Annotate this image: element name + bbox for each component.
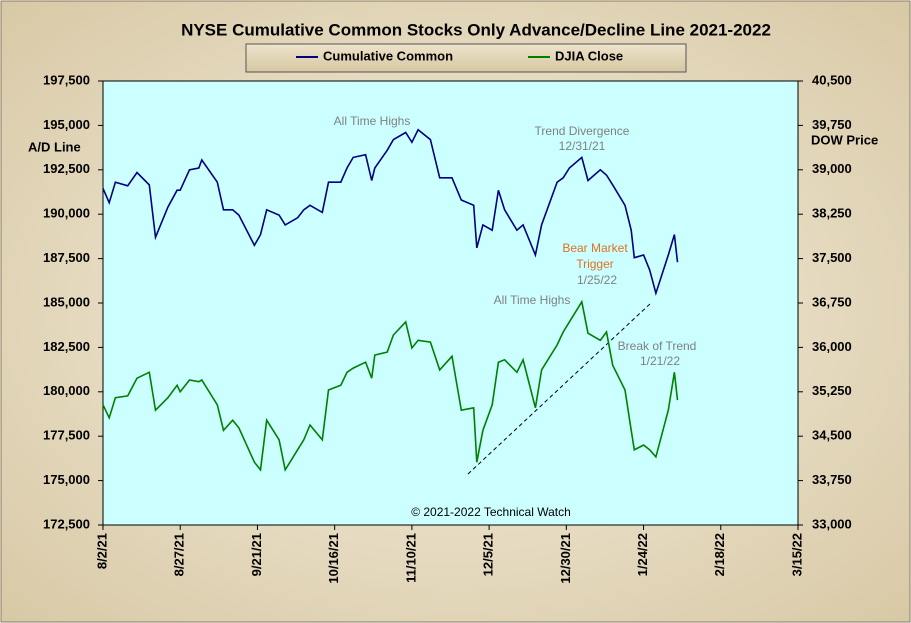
- y2-tick-label: 40,500: [812, 72, 852, 87]
- y2-tick-label: 33,000: [812, 516, 852, 531]
- y-tick-label: 172,500: [43, 516, 90, 531]
- x-tick-label: 8/2/21: [94, 533, 109, 569]
- y-tick-label: 197,500: [43, 72, 90, 87]
- y2-axis-label: DOW Price: [811, 132, 878, 147]
- x-tick-label: 12/30/21: [558, 533, 573, 584]
- y2-tick-label: 38,250: [812, 206, 852, 221]
- annotation: 12/31/21: [559, 139, 606, 153]
- y2-tick-label: 39,750: [812, 117, 852, 132]
- annotation: Bear Market: [562, 241, 628, 255]
- x-tick-label: 1/24/22: [635, 533, 650, 576]
- chart-title: NYSE Cumulative Common Stocks Only Advan…: [181, 20, 771, 39]
- copyright: © 2021-2022 Technical Watch: [411, 505, 571, 519]
- y-tick-label: 195,000: [43, 117, 90, 132]
- annotation: Trend Divergence: [535, 124, 630, 138]
- legend-label: DJIA Close: [555, 48, 623, 63]
- y2-tick-label: 33,750: [812, 472, 852, 487]
- y-axis-label: A/D Line: [28, 139, 81, 154]
- x-tick-label: 10/16/21: [326, 533, 341, 584]
- y-tick-label: 185,000: [43, 294, 90, 309]
- plot-area: [102, 80, 799, 526]
- y-tick-label: 182,500: [43, 339, 90, 354]
- annotation: 1/25/22: [577, 273, 617, 287]
- y-tick-label: 180,000: [43, 383, 90, 398]
- x-tick-label: 3/15/22: [789, 533, 804, 576]
- annotation: Break of Trend: [618, 339, 697, 353]
- legend-box: [245, 43, 687, 73]
- legend-label: Cumulative Common: [323, 48, 453, 63]
- y-tick-label: 175,000: [43, 472, 90, 487]
- annotation: All Time Highs: [494, 293, 571, 307]
- y-tick-label: 187,500: [43, 250, 90, 265]
- y2-tick-label: 36,000: [812, 339, 852, 354]
- series-line: [102, 299, 679, 473]
- y2-tick-label: 35,250: [812, 383, 852, 398]
- y2-tick-label: 36,750: [812, 294, 852, 309]
- annotation: All Time Highs: [334, 114, 411, 128]
- x-tick-label: 8/27/21: [172, 533, 187, 576]
- y2-tick-label: 39,000: [812, 161, 852, 176]
- y-tick-label: 192,500: [43, 161, 90, 176]
- y2-tick-label: 34,500: [812, 428, 852, 443]
- x-tick-label: 9/21/21: [249, 533, 264, 576]
- annotation: 1/21/22: [640, 354, 680, 368]
- y-tick-label: 190,000: [43, 206, 90, 221]
- x-tick-label: 12/5/21: [481, 533, 496, 576]
- x-tick-label: 11/10/21: [403, 533, 418, 583]
- y2-tick-label: 37,500: [812, 250, 852, 265]
- y-tick-label: 177,500: [43, 428, 90, 443]
- annotation: Trigger: [576, 257, 614, 271]
- series-line: [102, 128, 679, 297]
- x-tick-label: 2/18/22: [712, 533, 727, 576]
